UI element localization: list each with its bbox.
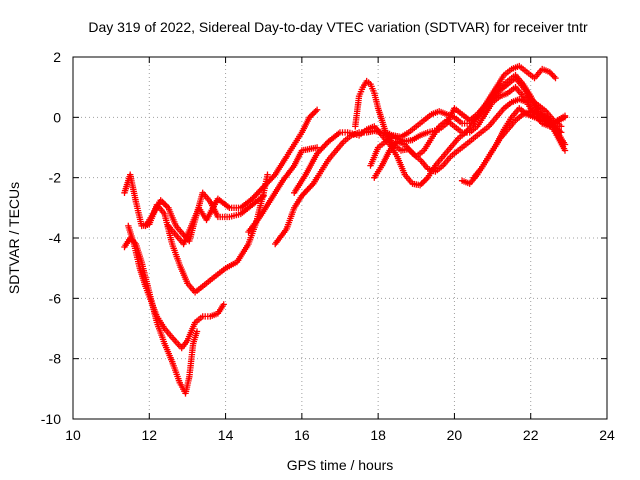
series-track-2 [121,234,201,397]
y-tick-label: -8 [49,351,62,367]
x-tick-label: 24 [599,427,615,443]
grid [73,57,607,419]
series-track-13 [470,105,565,181]
series-track-3 [125,222,227,352]
x-axis-label: GPS time / hours [287,457,394,473]
y-tick-label: -6 [49,290,62,306]
x-tick-label: 18 [370,427,386,443]
x-tick-label: 16 [294,427,310,443]
y-axis-label: SDTVAR / TECUs [6,182,22,294]
y-tick-label: 2 [53,49,61,65]
x-tick-label: 10 [65,427,81,443]
x-tick-label: 20 [447,427,463,443]
axis-ticks: 10 12 14 16 18 20 22 24 -10 -8 -6 -4 -2 0 2 [41,49,615,443]
x-tick-label: 14 [218,427,234,443]
y-tick-label: 0 [53,109,61,125]
series-track-10 [367,74,565,169]
x-tick-label: 12 [141,427,157,443]
y-tick-label: -2 [49,170,62,186]
x-tick-label: 22 [523,427,539,443]
chart-title: Day 319 of 2022, Sidereal Day-to-day VTE… [88,19,588,35]
y-tick-label: -10 [41,411,61,427]
series-layer [121,62,569,397]
y-tick-label: -4 [49,230,62,246]
series-track-5 [165,106,321,248]
series-track-6 [245,144,321,236]
